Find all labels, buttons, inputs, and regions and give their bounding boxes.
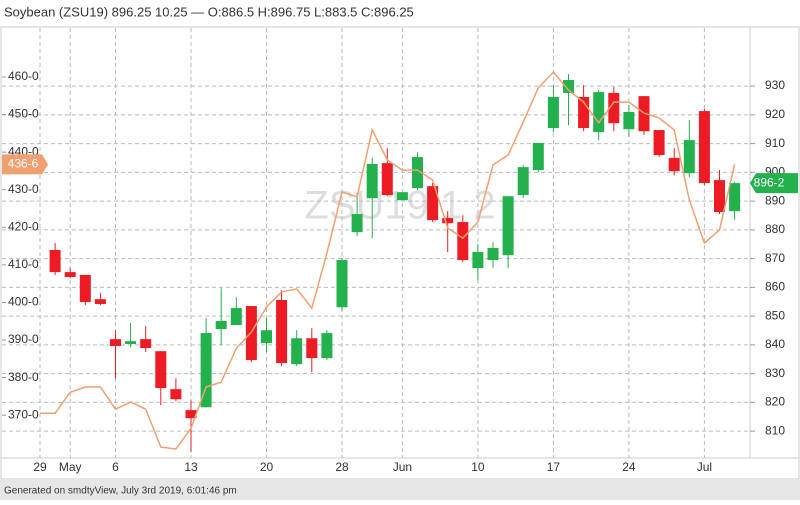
candle-body [155,351,167,389]
y2-tick-label: 890 [765,193,785,207]
x-tick-label: 17 [547,460,561,474]
x-tick-label: 20 [260,460,274,474]
y2-tick-label: 910 [765,136,785,150]
candle-body [427,186,439,221]
y2-tick-label: 870 [765,251,785,265]
candle-body [653,130,665,156]
y2-tick-label: 930 [765,78,785,92]
y-tick-label: 400-0 [8,295,39,309]
candle-body [170,389,182,400]
x-tick-label: 13 [184,460,198,474]
chart-title: Soybean (ZSU19) 896.25 10.25 — O:886.5 H… [4,4,414,19]
candle-body [532,143,544,171]
x-tick-label: 28 [335,460,349,474]
x-tick-label: Jun [393,460,412,474]
y-tick-label: 390-0 [8,332,39,346]
candle-body [276,300,288,363]
candle-body [698,111,710,183]
candle-body [366,163,378,199]
y2-tick-label: 850 [765,308,785,322]
price-tag [2,154,48,175]
candle-body [623,111,635,130]
y-tick-label: 410-0 [8,257,39,271]
candle-body [64,272,76,278]
y2-tick-label: 860 [765,280,785,294]
x-tick-label: 10 [471,460,485,474]
candle-body [215,321,227,330]
candle-body [230,308,242,326]
price-tag-label: 436-6 [8,157,39,171]
candle-body [306,338,318,359]
candle-body [79,274,91,303]
candle-body [351,214,363,233]
watermark: ZSU19,1 2 [304,184,495,228]
candle-body [396,192,408,201]
candle-body [729,183,741,212]
footer: Generated on smdtyView, July 3rd 2019, 6… [4,486,237,497]
x-tick-label: 24 [622,460,636,474]
candle-body [49,249,61,273]
candle-body [502,196,514,256]
candle-body [487,247,499,261]
candle-body [563,80,574,93]
x-tick-label: May [59,460,82,474]
candle-body [442,218,454,224]
candle-body [412,157,423,189]
candle-body [261,330,272,344]
y2-tick-label: 880 [765,222,785,236]
y-tick-label: 430-0 [8,182,39,196]
footer-bar [0,480,800,500]
candle-body [608,92,620,124]
x-tick-label: 29 [33,460,47,474]
candle-body [200,333,212,408]
y-tick-label: 450-0 [8,107,39,121]
candle-body [125,341,137,345]
y-tick-label: 460-0 [8,69,39,83]
x-tick-label: 6 [112,460,119,474]
candle-body [321,333,333,359]
candle-body [140,339,152,349]
y2-tick-label: 810 [765,423,785,437]
y-tick-label: 420-0 [8,219,39,233]
candle-body [547,96,559,129]
candle-body [110,339,121,347]
candle-body [683,140,695,174]
candle-body [593,92,605,133]
candle-body [336,260,348,308]
y2-tick-label: 820 [765,395,785,409]
candle-body [517,167,529,196]
frame [0,26,800,480]
candle-body [185,410,197,419]
candle-body [381,163,393,196]
x-tick-label: Jul [697,460,712,474]
candle-body [714,180,725,213]
y-tick-label: 380-0 [8,370,39,384]
candle-body [668,157,680,172]
candle-body [578,96,590,129]
line-series [40,70,736,450]
candle-body [291,338,303,365]
y-tick-label: 370-0 [8,407,39,421]
candle-body [457,222,469,261]
candle-body [472,251,484,269]
price-tag-label: 896-2 [754,175,785,189]
y2-tick-label: 830 [765,366,785,380]
y2-tick-label: 920 [765,107,785,121]
price-tag [750,173,798,194]
candle-body [94,299,106,305]
y2-tick-label: 840 [765,337,785,351]
